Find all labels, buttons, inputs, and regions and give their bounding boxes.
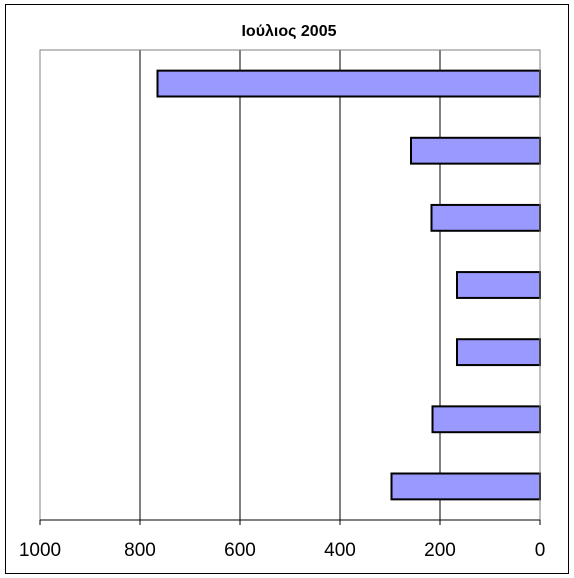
x-tick-label: 0 (535, 540, 546, 561)
bar (390, 472, 541, 501)
x-tick-label: 200 (424, 540, 456, 561)
gridlines (139, 50, 441, 520)
bar (456, 271, 541, 299)
x-tick-label: 400 (324, 540, 356, 561)
x-tick-label: 600 (224, 540, 256, 561)
x-tick-label: 1000 (19, 540, 61, 561)
bar (431, 405, 541, 434)
x-tick-label: 800 (124, 540, 156, 561)
bar (156, 69, 541, 98)
bar (430, 203, 541, 232)
x-axis: 1000 800 600 400 200 0 (19, 519, 546, 561)
bar (456, 338, 541, 367)
bar (410, 136, 541, 165)
chart-title: Ιούλιος 2005 (241, 23, 336, 40)
bars (156, 69, 541, 501)
